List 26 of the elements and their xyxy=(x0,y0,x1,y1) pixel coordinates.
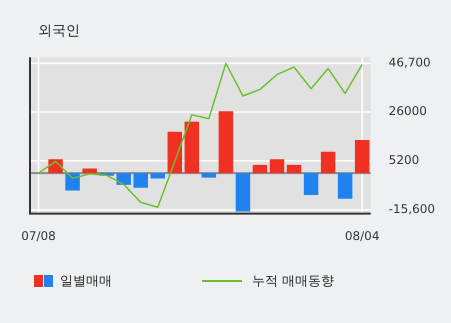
bar xyxy=(354,140,370,174)
x-tick-label: 08/04 xyxy=(344,228,380,243)
y-tick-label: 46,700 xyxy=(388,55,431,70)
bar xyxy=(184,122,200,174)
y-tick-label: 26000 xyxy=(388,104,427,118)
bar xyxy=(252,164,268,174)
bar xyxy=(65,173,80,191)
bar xyxy=(236,173,250,212)
bar xyxy=(168,132,182,174)
bar xyxy=(82,168,97,174)
legend-label: 일별매매 xyxy=(60,273,112,290)
bar xyxy=(202,173,216,178)
bar xyxy=(150,173,165,179)
bar xyxy=(218,111,234,174)
bar xyxy=(133,173,148,188)
chart-title: 외국인 xyxy=(38,22,80,40)
bar xyxy=(304,173,318,196)
bar xyxy=(320,152,336,174)
bar xyxy=(270,159,284,174)
y-tick-label: -15,600 xyxy=(388,202,436,216)
legend-label: 누적 매매동향 xyxy=(252,273,334,290)
bar xyxy=(338,173,352,199)
bar xyxy=(286,164,302,174)
bar xyxy=(116,173,131,185)
x-tick-label: 07/08 xyxy=(21,228,56,243)
y-tick-label: 5200 xyxy=(388,153,420,168)
